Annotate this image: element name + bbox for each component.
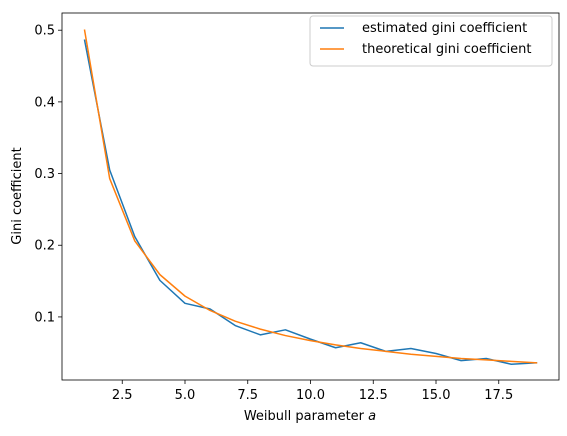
y-tick-label: 0.3 <box>34 167 55 182</box>
plot-lines <box>83 29 538 365</box>
series-line-theoretical <box>83 29 538 364</box>
x-axis-label-symbol: a <box>368 409 376 424</box>
x-tick-label: 2.5 <box>112 388 133 403</box>
y-tick-label: 0.5 <box>34 24 55 39</box>
series-line-estimated <box>83 39 538 365</box>
y-tick-label: 0.4 <box>34 95 55 110</box>
x-tick-label: 17.5 <box>484 388 513 403</box>
y-axis-label: Gini coefficient <box>10 147 25 244</box>
x-tick-label: 5.0 <box>175 388 196 403</box>
x-axis: 2.5 5.0 7.5 10.0 12.5 15.0 17.5 <box>112 380 513 403</box>
y-tick-label: 0.1 <box>34 310 55 325</box>
x-tick-label: 7.5 <box>237 388 258 403</box>
legend-label-estimated: estimated gini coefficient <box>362 21 527 36</box>
legend-box <box>309 15 553 67</box>
x-tick-label: 10.0 <box>296 388 325 403</box>
legend: estimated gini coefficient theoretical g… <box>309 15 553 67</box>
x-tick-label: 12.5 <box>359 388 388 403</box>
legend-label-theoretical: theoretical gini coefficient <box>362 42 532 57</box>
x-axis-label: Weibull parameter a <box>244 409 376 424</box>
x-axis-label-text: Weibull parameter <box>244 409 365 424</box>
y-tick-label: 0.2 <box>34 239 55 254</box>
y-axis: 0.1 0.2 0.3 0.4 0.5 <box>34 24 62 325</box>
x-tick-label: 15.0 <box>422 388 451 403</box>
